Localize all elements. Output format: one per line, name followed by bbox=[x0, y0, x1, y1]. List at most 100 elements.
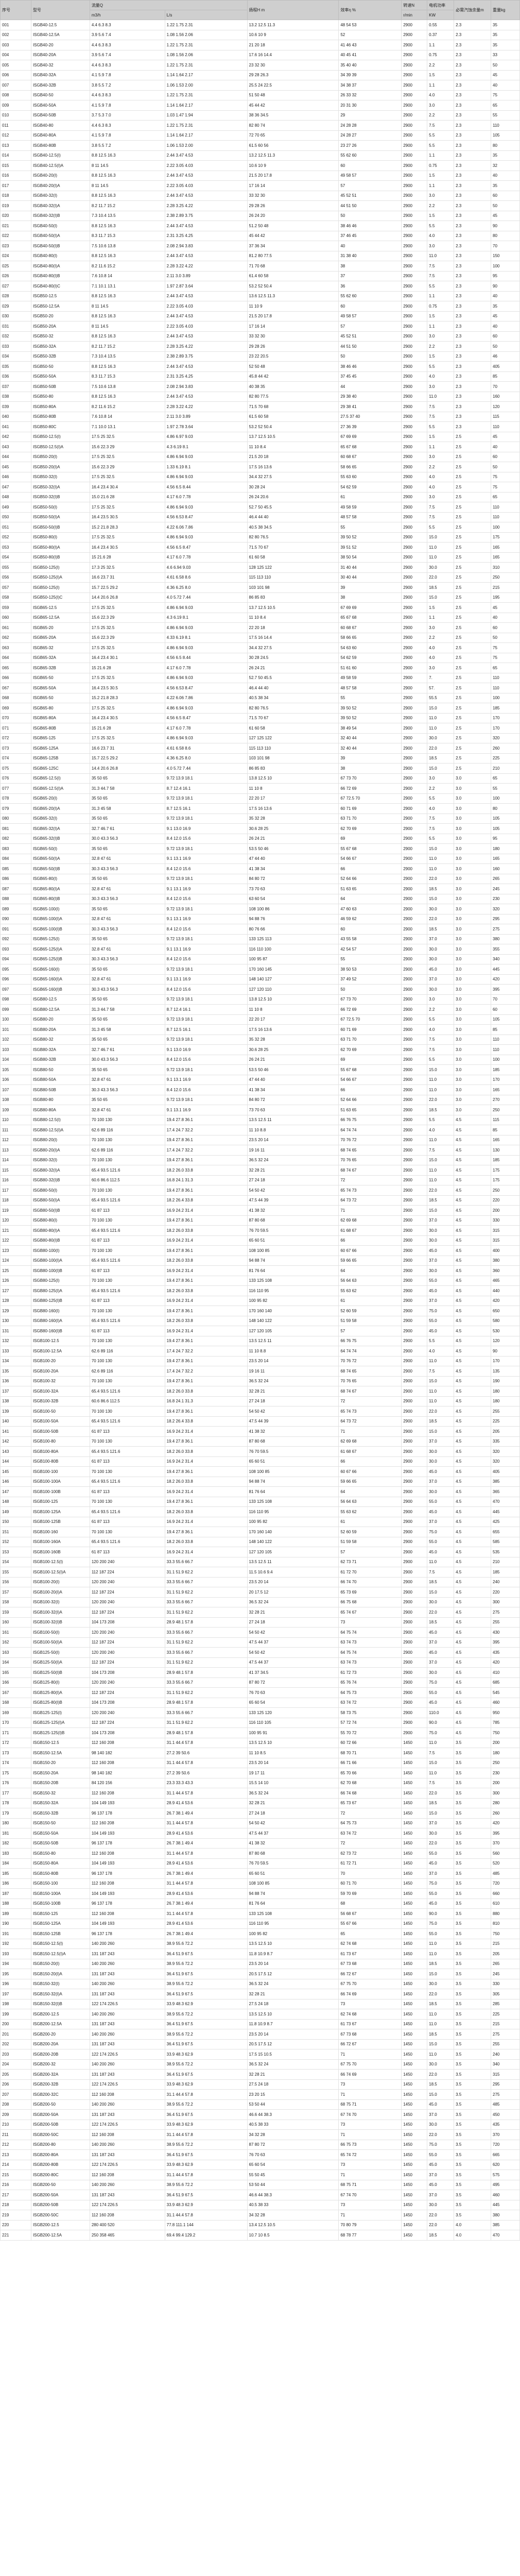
cell-efficiency: 63 74 72 bbox=[338, 1828, 402, 1839]
cell-model: ISGB80-20 bbox=[30, 1014, 90, 1025]
cell-efficiency: 55 bbox=[338, 522, 402, 533]
table-row: 173 ISGB150-12.5A 98 140 182 27.2 39 50.6 11… bbox=[0, 1748, 520, 1758]
cell-npsh: 3.0 bbox=[454, 944, 491, 955]
cell-model: ISGB150-50B bbox=[30, 1838, 90, 1849]
cell-speed: 2900 bbox=[401, 230, 428, 241]
cell-flow-m3h: 65.4 93.5 121.6 bbox=[89, 1285, 165, 1296]
cell-flow-m3h: 112 160 208 bbox=[89, 2129, 165, 2140]
cell-speed: 2900 bbox=[401, 180, 428, 191]
cell-motor-power: 3.0 bbox=[427, 451, 455, 462]
cell-model: ISGB40-20(I)A bbox=[30, 180, 90, 191]
cell-speed: 1450 bbox=[401, 1798, 428, 1808]
table-row: 169 ISGB125-125(I) 120 200 240 33.3 55.6 66… bbox=[0, 1707, 520, 1718]
cell-npsh: 3.0 bbox=[454, 833, 491, 844]
cell-head: 116 110 95 bbox=[247, 1506, 339, 1517]
cell-weight: 33 bbox=[491, 49, 520, 60]
cell-efficiency: 57 bbox=[338, 180, 402, 191]
cell-index: 054 bbox=[0, 552, 31, 563]
cell-model: ISGB40-12.5 bbox=[30, 20, 90, 30]
table-row: 132 ISGB100-12.5 70 100 130 19.4 27.8 36.1 1… bbox=[0, 1335, 520, 1346]
cell-weight: 170 bbox=[491, 723, 520, 734]
cell-weight: 35 bbox=[491, 40, 520, 50]
cell-flow-m3h: 4.4 6.3 8.3 bbox=[89, 90, 165, 100]
cell-model: ISGB65-32A bbox=[30, 652, 90, 663]
table-row: 216 ISGB200-50 140 200 260 38.9 55.6 72.2 53… bbox=[0, 2179, 520, 2190]
cell-index: 049 bbox=[0, 502, 31, 513]
cell-motor-power: 45.0 bbox=[427, 1285, 455, 1296]
cell-motor-power: 45.0 bbox=[427, 1506, 455, 1517]
cell-npsh: 4.5 bbox=[454, 1697, 491, 1708]
cell-npsh: 3.0 bbox=[454, 913, 491, 924]
table-row: 161 ISGB100-50(I) 120 200 240 33.3 55.6 66.… bbox=[0, 1627, 520, 1638]
cell-efficiency: 32 40 44 bbox=[338, 743, 402, 754]
cell-efficiency: 51 63 65 bbox=[338, 884, 402, 894]
cell-index: 008 bbox=[0, 90, 31, 100]
cell-speed: 1450 bbox=[401, 2159, 428, 2170]
cell-model: ISGB100-125B bbox=[30, 1516, 90, 1527]
cell-efficiency: 51 63 65 bbox=[338, 1105, 402, 1115]
cell-motor-power: 4.0 bbox=[427, 471, 455, 482]
cell-weight: 410 bbox=[491, 1667, 520, 1678]
cell-model: ISGB50-20(I)A bbox=[30, 462, 90, 472]
cell-npsh: 3.5 bbox=[454, 1848, 491, 1859]
cell-head: 27 24 18 bbox=[247, 1396, 339, 1406]
cell-efficiency: 62 73 72 bbox=[338, 1848, 402, 1859]
table-row: 117 ISGB80-50(I) 70 100 130 19.4 27.8 36.1 5… bbox=[0, 1185, 520, 1196]
cell-weight: 40 bbox=[491, 612, 520, 623]
cell-speed: 2900 bbox=[401, 200, 428, 211]
cell-speed: 2900 bbox=[401, 29, 428, 40]
cell-model: ISGB80-32(I)A bbox=[30, 1165, 90, 1176]
cell-model: ISGB40-80(I)C bbox=[30, 281, 90, 292]
cell-head: 73 70 63 bbox=[247, 1105, 339, 1115]
cell-efficiency: 50 bbox=[338, 984, 402, 995]
cell-index: 185 bbox=[0, 1868, 31, 1879]
cell-weight: 575 bbox=[491, 2170, 520, 2180]
cell-motor-power: 7.5 bbox=[427, 120, 455, 131]
cell-npsh: 3.5 bbox=[454, 1748, 491, 1758]
table-row: 036 ISGB50-50A 8.3 11.7 15.3 2.31 3.25 4.25… bbox=[0, 371, 520, 382]
cell-weight: 165 bbox=[491, 853, 520, 864]
cell-index: 169 bbox=[0, 1707, 31, 1718]
cell-motor-power: 37.0 bbox=[427, 1657, 455, 1668]
cell-index: 121 bbox=[0, 1225, 31, 1236]
cell-speed: 2900 bbox=[401, 1265, 428, 1276]
cell-flow-m3h: 250 358 465 bbox=[89, 2230, 165, 2241]
cell-weight: 315 bbox=[491, 1235, 520, 1246]
cell-flow-m3h: 8.8 12.5 16.3 bbox=[89, 331, 165, 342]
cell-flow-m3h: 140 200 260 bbox=[89, 1958, 165, 1969]
cell-flow-m3h: 140 200 260 bbox=[89, 1938, 165, 1949]
cell-npsh: 4.0 bbox=[454, 2230, 491, 2241]
cell-motor-power: 1.5 bbox=[427, 70, 455, 80]
cell-motor-power: 45.0 bbox=[427, 2099, 455, 2110]
cell-index: 093 bbox=[0, 944, 31, 955]
cell-index: 180 bbox=[0, 1818, 31, 1828]
cell-npsh: 4.5 bbox=[454, 1496, 491, 1507]
cell-flow-m3h: 65.4 93.5 121.6 bbox=[89, 1446, 165, 1457]
cell-model: ISGB65-125 bbox=[30, 733, 90, 743]
cell-efficiency: 64 bbox=[338, 893, 402, 904]
cell-model: ISGB80-80(I)B bbox=[30, 1235, 90, 1246]
cell-npsh: 3.5 bbox=[454, 2129, 491, 2140]
cell-efficiency: 50 bbox=[338, 210, 402, 221]
cell-speed: 2900 bbox=[401, 592, 428, 603]
table-row: 121 ISGB80-80(I)A 65.4 93.5 121.6 18.2 26.0… bbox=[0, 1225, 520, 1236]
cell-head: 76 70 63 bbox=[247, 1687, 339, 1698]
cell-model: ISGB40-50A bbox=[30, 100, 90, 111]
cell-head: 13.5 12.5 11 bbox=[247, 1114, 339, 1125]
table-row: 191 ISGB150-125B 96 137 178 26.7 38.1 49.4 1… bbox=[0, 1928, 520, 1939]
table-row: 210 ISGB200-50B 122 174 226.5 33.9 48.3 62.… bbox=[0, 2119, 520, 2130]
cell-efficiency: 66 bbox=[338, 1084, 402, 1095]
cell-flow-ls: 9.72 13.9 18.1 bbox=[164, 1064, 248, 1075]
cell-speed: 2900 bbox=[401, 391, 428, 402]
cell-speed: 1450 bbox=[401, 2069, 428, 2080]
cell-model: ISGB40-80 bbox=[30, 120, 90, 131]
table-row: 181 ISGB150-50A 104 149 193 28.9 41.4 53.6 4… bbox=[0, 1828, 520, 1839]
cell-flow-ls: 38.9 55.6 72.2 bbox=[164, 2029, 248, 2040]
cell-motor-power: 15.0 bbox=[427, 1155, 455, 1165]
cell-flow-ls: 19.4 27.8 36.1 bbox=[164, 1275, 248, 1286]
cell-index: 126 bbox=[0, 1275, 31, 1286]
cell-flow-m3h: 120 200 240 bbox=[89, 1556, 165, 1567]
cell-model: ISGB40-20 bbox=[30, 40, 90, 50]
cell-efficiency: 67 74 70 bbox=[338, 2109, 402, 2120]
cell-speed: 2900 bbox=[401, 823, 428, 834]
